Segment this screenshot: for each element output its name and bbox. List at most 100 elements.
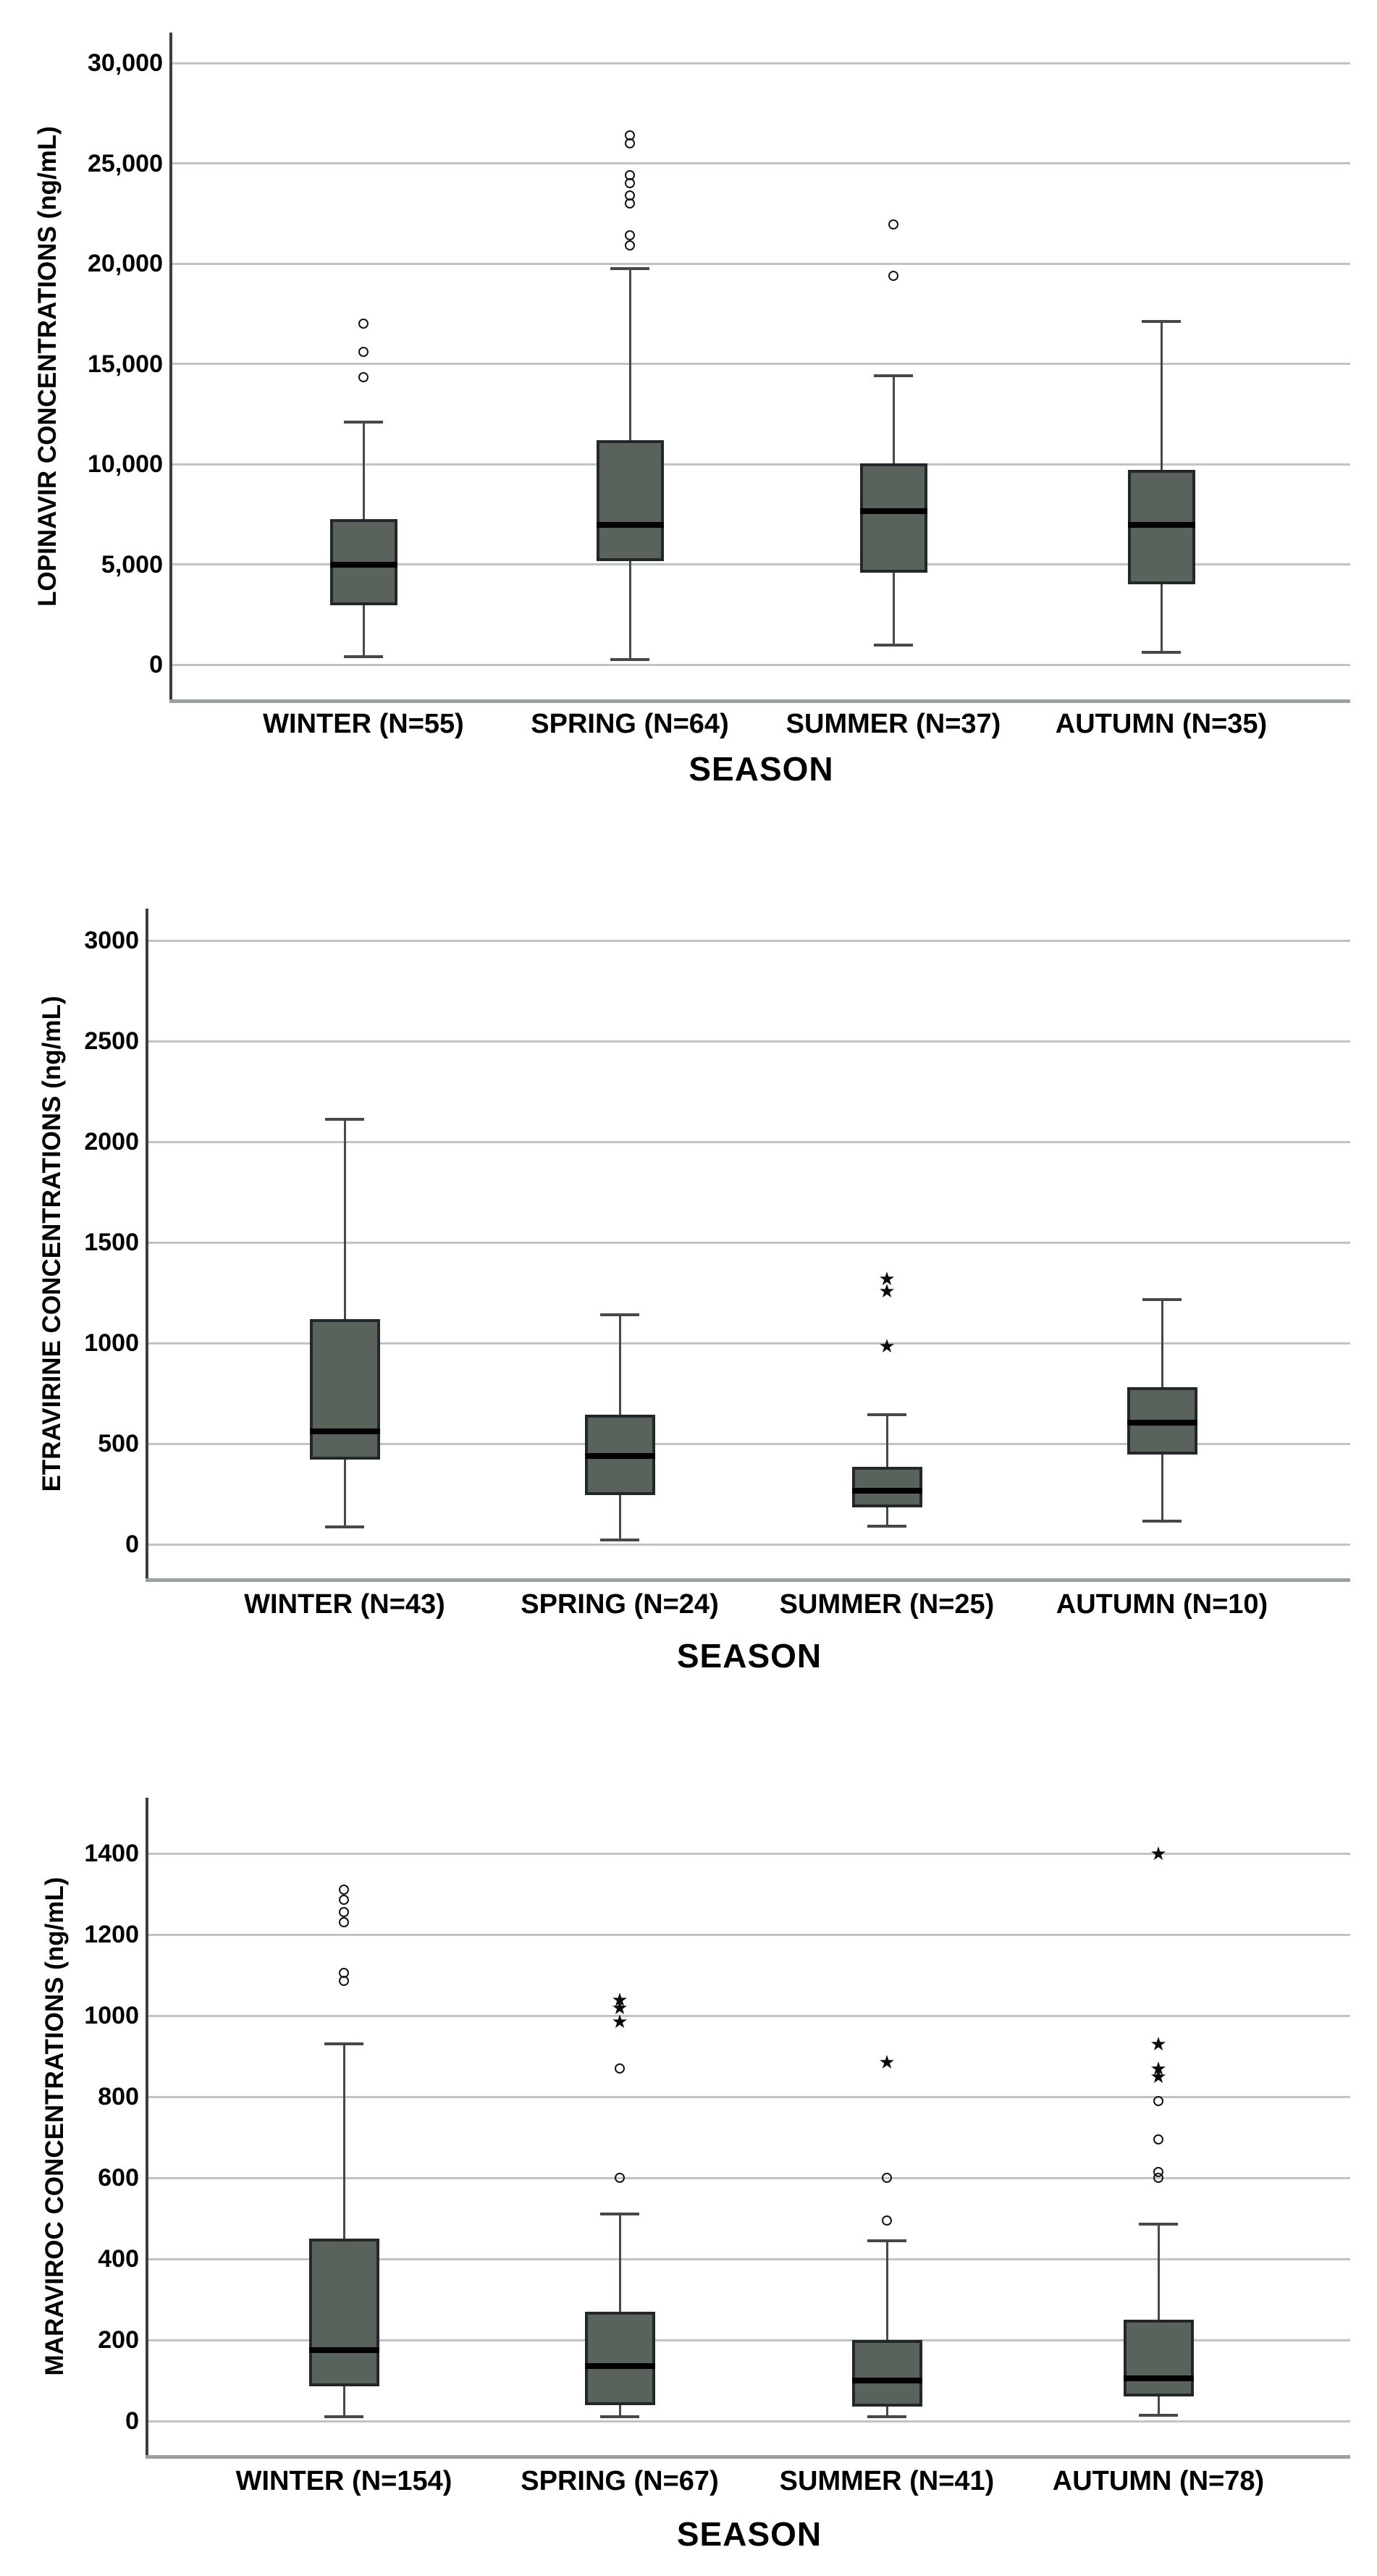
upper-whisker [885, 1414, 888, 1467]
extreme-star: ★ [1150, 2033, 1167, 2055]
upper-whisker-cap [867, 2239, 906, 2242]
lower-whisker [885, 1507, 888, 1526]
upper-whisker-cap [1142, 320, 1181, 324]
iqr-box [1127, 470, 1195, 585]
upper-whisker [1160, 321, 1163, 471]
outlier-circle [358, 371, 369, 382]
extreme-star: ★ [878, 2051, 896, 2074]
iqr-box [596, 439, 664, 562]
extreme-star: ★ [1150, 2066, 1167, 2087]
gridline [148, 1040, 1350, 1043]
y-tick-label: 1000 [84, 2002, 139, 2029]
y-tick-label: 30,000 [88, 49, 163, 77]
extreme-star: ★ [611, 1996, 628, 2019]
y-tick-label: 1000 [84, 1329, 139, 1357]
upper-whisker-cap [610, 266, 649, 270]
outlier-circle [888, 270, 898, 281]
x-tick-label: WINTER (N=55) [263, 709, 464, 739]
y-tick-label: 20,000 [88, 250, 163, 277]
outlier-circle [625, 130, 635, 140]
outlier-circle [882, 2173, 892, 2183]
lower-whisker-cap [867, 1524, 906, 1528]
gridline [148, 1933, 1350, 1936]
gridline [172, 262, 1350, 265]
y-axis-title: LOPINAVIR CONCENTRATIONS (ng/mL) [33, 125, 62, 607]
upper-whisker-cap [1142, 1298, 1182, 1302]
lower-whisker-cap [1139, 2413, 1178, 2417]
outlier-circle [339, 1885, 349, 1895]
upper-whisker [892, 376, 895, 463]
upper-whisker [362, 421, 365, 520]
outlier-circle [625, 178, 635, 189]
y-tick-label: 500 [98, 1430, 139, 1457]
x-tick-label: SPRING (N=67) [521, 2466, 719, 2496]
lower-whisker [885, 2407, 888, 2417]
y-axis-title: MARAVIROC CONCENTRATIONS (ng/mL) [41, 1877, 69, 2376]
iqr-box [851, 2340, 922, 2407]
lower-whisker [892, 572, 895, 645]
x-tick-label: SPRING (N=64) [531, 709, 729, 739]
x-tick-label: AUTUMN (N=78) [1052, 2466, 1265, 2496]
x-tick-label: WINTER (N=43) [244, 1589, 445, 1620]
outlier-circle [1153, 2134, 1163, 2144]
outlier-circle [339, 1968, 349, 1979]
y-tick-label: 400 [98, 2245, 139, 2273]
upper-whisker [342, 2044, 345, 2239]
gridline [148, 2176, 1350, 2179]
median-line [1127, 1419, 1197, 1426]
lower-whisker-cap [610, 658, 649, 662]
gridline [148, 2339, 1350, 2341]
gridline [148, 1442, 1350, 1445]
iqr-box [584, 2311, 655, 2405]
upper-whisker-cap [874, 374, 913, 378]
lower-whisker-cap [867, 2415, 906, 2419]
y-tick-label: 1200 [84, 1921, 139, 1948]
x-axis-title: SEASON [676, 1637, 822, 1675]
iqr-box [1123, 2320, 1194, 2397]
extreme-star: ★ [878, 1279, 896, 1302]
y-tick-label: 2000 [84, 1128, 139, 1156]
gridline [148, 2257, 1350, 2260]
x-axis-line [146, 2455, 1350, 2459]
gridline [148, 2014, 1350, 2017]
outlier-circle [882, 2215, 892, 2226]
upper-whisker [628, 268, 631, 440]
iqr-box [1127, 1387, 1197, 1455]
upper-whisker-cap [1139, 2223, 1178, 2226]
x-axis-line [146, 1578, 1350, 1582]
iqr-box [308, 2239, 379, 2387]
iqr-box [584, 1414, 655, 1495]
extreme-star: ★ [878, 1335, 896, 1358]
outlier-circle [615, 2173, 625, 2183]
upper-whisker [618, 1315, 621, 1415]
x-tick-label: SPRING (N=24) [521, 1589, 719, 1620]
lower-whisker [1160, 584, 1163, 653]
lower-whisker [342, 2386, 345, 2417]
extreme-star: ★ [1150, 2057, 1167, 2079]
iqr-box [329, 519, 397, 606]
upper-whisker-cap [325, 1118, 364, 1121]
y-axis-line [146, 1798, 148, 2458]
upper-whisker-cap [867, 1413, 906, 1416]
upper-whisker-cap [600, 2213, 639, 2216]
outlier-circle [625, 230, 635, 241]
upper-whisker [618, 2214, 621, 2312]
extreme-star: ★ [878, 1268, 896, 1290]
lower-whisker-cap [344, 654, 383, 658]
upper-whisker-cap [324, 2042, 363, 2046]
gridline [148, 2420, 1350, 2423]
x-axis-title: SEASON [676, 2515, 822, 2553]
outlier-circle [625, 170, 635, 181]
upper-whisker-cap [600, 1313, 639, 1317]
lower-whisker-cap [600, 1539, 639, 1542]
gridline [172, 162, 1350, 164]
lower-whisker [1157, 2396, 1160, 2415]
gridline [148, 1543, 1350, 1546]
lower-whisker [1161, 1455, 1163, 1522]
outlier-circle [339, 1917, 349, 1928]
median-line [1127, 522, 1195, 529]
y-axis-title: ETRAVIRINE CONCENTRATIONS (ng/mL) [38, 995, 66, 1492]
